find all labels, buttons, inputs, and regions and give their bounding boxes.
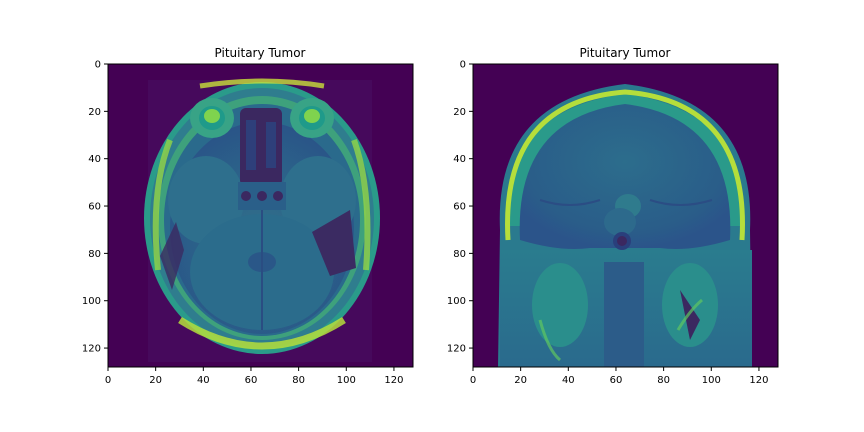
axis-ticks: 0 20 40 60 80 100 120 0 20 40 60 80 100 120: [447, 60, 769, 387]
mri-image-axial: [108, 64, 413, 367]
x-tick-label: 0: [105, 375, 111, 386]
x-tick-label: 0: [470, 375, 476, 386]
y-tick-label: 40: [88, 154, 101, 165]
y-tick-label: 20: [453, 107, 466, 118]
y-tick-label: 20: [88, 107, 101, 118]
y-tick-label: 120: [447, 344, 466, 355]
x-tick-label: 100: [702, 375, 721, 386]
x-tick-label: 60: [245, 375, 258, 386]
y-tick-label: 100: [82, 296, 101, 307]
panel-title: Pituitary Tumor: [580, 46, 671, 60]
x-tick-label: 20: [149, 375, 162, 386]
axes-frame: [472, 63, 779, 368]
x-tick-label: 80: [657, 375, 670, 386]
x-tick-label: 40: [562, 375, 575, 386]
axis-ticks: 0 20 40 60 80 100 120 0 20 40 60 80 100 120: [82, 60, 404, 387]
x-tick-label: 60: [610, 375, 623, 386]
y-tick-label: 80: [453, 249, 466, 260]
y-tick-label: 40: [453, 154, 466, 165]
panel-title: Pituitary Tumor: [215, 46, 306, 60]
y-tick-label: 120: [82, 344, 101, 355]
y-tick-label: 0: [95, 60, 101, 71]
y-tick-label: 100: [447, 296, 466, 307]
y-tick-label: 60: [88, 202, 101, 213]
y-tick-label: 0: [460, 60, 466, 71]
x-tick-label: 40: [197, 375, 210, 386]
panel-coronal: Pituitary Tumor: [447, 46, 779, 387]
y-tick-label: 80: [88, 249, 101, 260]
x-tick-label: 120: [384, 375, 403, 386]
x-tick-label: 20: [514, 375, 527, 386]
x-tick-label: 80: [292, 375, 305, 386]
x-tick-label: 120: [749, 375, 768, 386]
mri-image-coronal: [473, 64, 778, 367]
axes-frame: [107, 63, 414, 368]
y-tick-label: 60: [453, 202, 466, 213]
panel-axial: Pituitary Tumor: [82, 46, 414, 387]
x-tick-label: 100: [337, 375, 356, 386]
